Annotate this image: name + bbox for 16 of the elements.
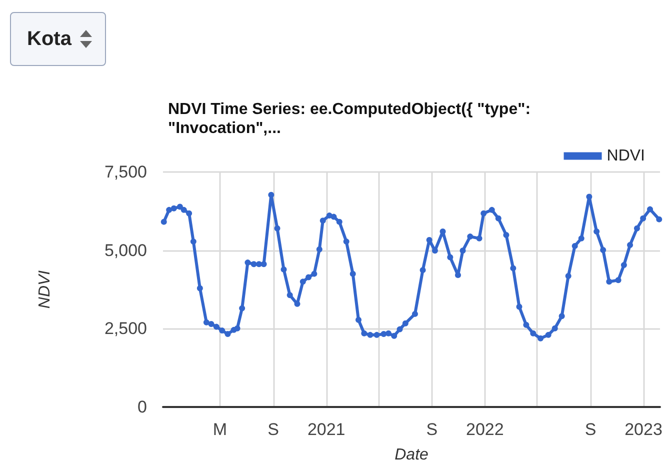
y-axis-title: NDVI	[36, 270, 54, 309]
chart-title: NDVI Time Series: ee.ComputedObject({ "type": "Invocation",...	[168, 101, 535, 137]
x-tick-label: M	[212, 420, 227, 439]
x-tick-label: 2022	[466, 420, 504, 439]
y-tick-label: 0	[138, 398, 147, 416]
y-tick-label: 7,500	[104, 162, 147, 182]
x-tick-label: S	[584, 420, 596, 439]
x-tick-label: 2021	[307, 420, 346, 439]
legend-label: NDVI	[606, 148, 646, 164]
x-tick-label: S	[426, 420, 438, 439]
y-tick-label: 2,500	[104, 319, 147, 338]
x-tick-label: 2023	[624, 420, 662, 439]
x-axis-title: Date	[394, 446, 428, 464]
y-tick-label: 5,000	[104, 240, 147, 260]
dropdown: Kota	[10, 12, 106, 66]
x-tick-label: S	[268, 420, 280, 439]
